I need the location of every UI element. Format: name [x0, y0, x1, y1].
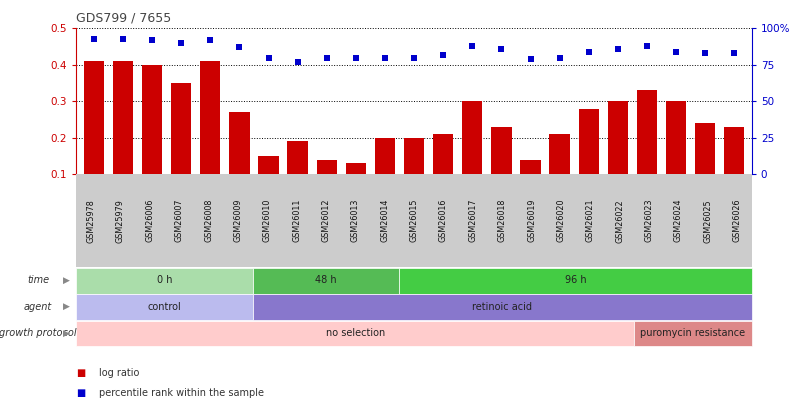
- Text: GSM26016: GSM26016: [438, 199, 447, 243]
- Bar: [345, 163, 365, 174]
- Text: agent: agent: [24, 302, 52, 312]
- Text: 48 h: 48 h: [315, 275, 336, 286]
- Point: [145, 37, 158, 43]
- Point: [610, 45, 623, 52]
- Point: [378, 54, 391, 61]
- Point: [495, 45, 507, 52]
- Point: [640, 43, 653, 49]
- Text: control: control: [148, 302, 181, 312]
- Bar: [84, 61, 104, 174]
- Text: GSM26017: GSM26017: [467, 199, 477, 243]
- Text: GSM26023: GSM26023: [644, 199, 653, 243]
- Point: [88, 35, 100, 42]
- Point: [320, 54, 332, 61]
- Bar: [171, 83, 191, 174]
- Bar: [403, 138, 424, 174]
- Point: [669, 49, 682, 55]
- Bar: [607, 101, 627, 174]
- Bar: [462, 101, 482, 174]
- Text: time: time: [27, 275, 49, 286]
- Bar: [578, 109, 598, 174]
- Text: GSM26009: GSM26009: [233, 199, 242, 243]
- Text: ▶: ▶: [63, 328, 70, 338]
- Text: ■: ■: [76, 368, 86, 377]
- Text: GDS799 / 7655: GDS799 / 7655: [76, 11, 171, 24]
- Point: [465, 43, 478, 49]
- Bar: [316, 160, 336, 174]
- Text: GSM26022: GSM26022: [614, 199, 623, 243]
- Point: [436, 51, 449, 58]
- Text: ▶: ▶: [63, 302, 70, 311]
- Bar: [287, 141, 308, 174]
- Point: [581, 49, 594, 55]
- Text: GSM26007: GSM26007: [174, 199, 183, 243]
- Point: [116, 35, 129, 42]
- Text: GSM26026: GSM26026: [732, 199, 740, 243]
- Text: ▶: ▶: [63, 276, 70, 285]
- Bar: [636, 90, 656, 174]
- Text: GSM26006: GSM26006: [145, 199, 154, 243]
- Text: GSM26012: GSM26012: [321, 199, 330, 243]
- Text: GSM26024: GSM26024: [673, 199, 682, 243]
- Bar: [694, 123, 715, 174]
- Bar: [491, 127, 511, 174]
- Bar: [141, 65, 162, 174]
- Point: [262, 54, 275, 61]
- Bar: [112, 61, 133, 174]
- Text: GSM26015: GSM26015: [409, 199, 418, 243]
- Point: [552, 54, 565, 61]
- Text: GSM26013: GSM26013: [350, 199, 360, 243]
- Text: GSM26019: GSM26019: [526, 199, 536, 243]
- Text: GSM26021: GSM26021: [585, 199, 594, 243]
- Bar: [200, 61, 220, 174]
- Bar: [548, 134, 569, 174]
- Point: [291, 59, 304, 65]
- Text: GSM26018: GSM26018: [497, 199, 506, 243]
- Point: [698, 50, 711, 56]
- Text: GSM26010: GSM26010: [263, 199, 271, 243]
- Bar: [433, 134, 453, 174]
- Text: growth protocol: growth protocol: [0, 328, 77, 338]
- Text: puromycin resistance: puromycin resistance: [640, 328, 744, 338]
- Bar: [374, 138, 394, 174]
- Text: ■: ■: [76, 388, 86, 398]
- Text: 96 h: 96 h: [564, 275, 585, 286]
- Text: no selection: no selection: [325, 328, 385, 338]
- Text: GSM26020: GSM26020: [556, 199, 565, 243]
- Bar: [665, 101, 686, 174]
- Text: GSM25979: GSM25979: [116, 199, 124, 243]
- Point: [407, 54, 420, 61]
- Point: [174, 40, 187, 46]
- Text: 0 h: 0 h: [157, 275, 172, 286]
- Bar: [724, 127, 744, 174]
- Bar: [229, 112, 249, 174]
- Bar: [520, 160, 540, 174]
- Text: GSM26011: GSM26011: [291, 199, 301, 243]
- Point: [524, 56, 536, 62]
- Text: log ratio: log ratio: [99, 368, 139, 377]
- Text: percentile rank within the sample: percentile rank within the sample: [99, 388, 263, 398]
- Point: [204, 37, 217, 43]
- Text: GSM26008: GSM26008: [204, 199, 213, 243]
- Text: GSM26014: GSM26014: [380, 199, 389, 243]
- Point: [233, 44, 246, 51]
- Point: [349, 54, 362, 61]
- Text: GSM25978: GSM25978: [87, 199, 96, 243]
- Text: retinoic acid: retinoic acid: [471, 302, 532, 312]
- Text: GSM26025: GSM26025: [703, 199, 711, 243]
- Point: [727, 50, 740, 56]
- Bar: [258, 156, 279, 174]
